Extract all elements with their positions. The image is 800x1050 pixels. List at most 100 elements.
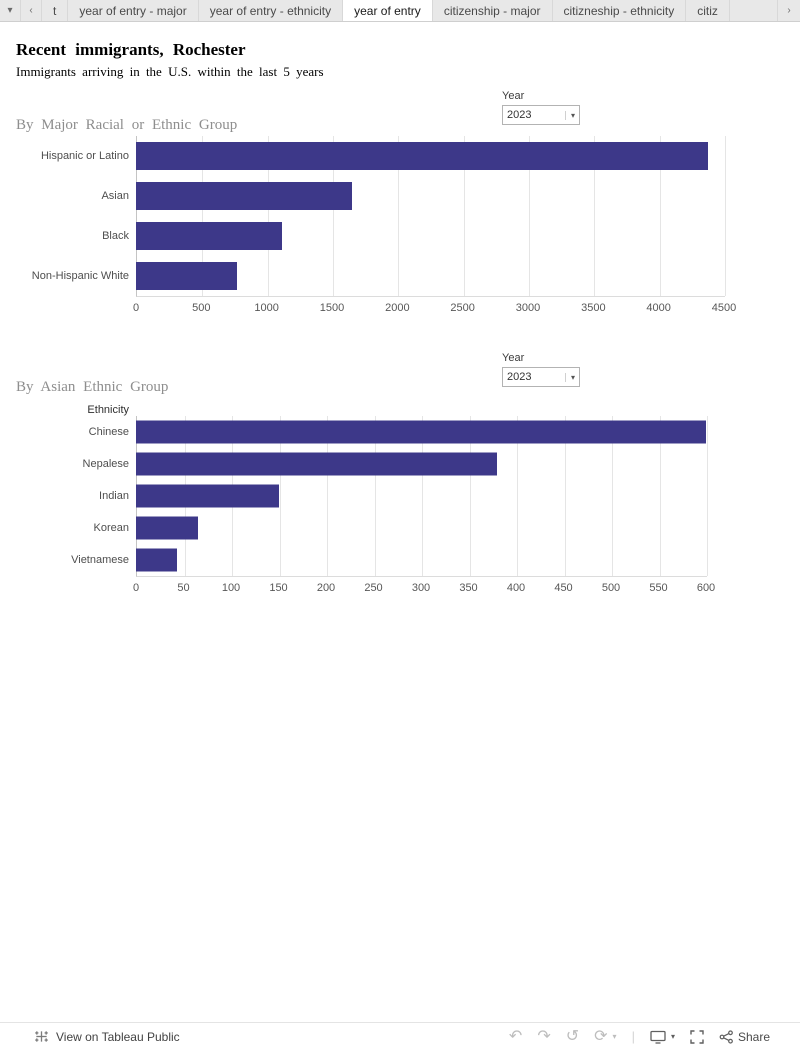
tabs-scroll-left-button[interactable]: ‹ (21, 0, 42, 21)
refresh-icon[interactable]: ⟳ (594, 1027, 608, 1045)
axis-tick-label: 4500 (711, 302, 737, 314)
bar-row: Vietnamese (16, 544, 784, 576)
axis-tick-label: 2000 (385, 302, 410, 314)
tab-citiz[interactable]: citiz (686, 0, 730, 21)
bar-row: Hispanic or Latino (16, 136, 784, 176)
axis-tick-label: 350 (459, 582, 478, 594)
bar-track (136, 416, 706, 448)
bar-vietnamese[interactable] (136, 548, 177, 572)
axis-tick-label: 300 (411, 582, 431, 594)
tab-year-of-entry[interactable]: year of entry (343, 0, 433, 21)
ethnicity-column-header: Ethnicity (87, 404, 129, 416)
toolbar-actions: ↶ ↷ ↺ ⟳ ▾ | ▾ (508, 1027, 770, 1045)
axis-tick-label: 0 (132, 302, 140, 314)
tab-citizenship-major[interactable]: citizenship - major (432, 0, 553, 21)
gridline (659, 136, 661, 296)
gridline (279, 416, 281, 576)
gridlines (136, 136, 726, 297)
bar-row: Non-Hispanic White (16, 256, 784, 296)
tableau-logo-icon (35, 1031, 48, 1042)
sheet-menu-button[interactable]: ▾ (0, 0, 21, 21)
download-icon[interactable] (650, 1030, 666, 1044)
bar-row: Nepalese (16, 448, 784, 480)
bar-asian[interactable] (136, 182, 352, 210)
category-label-nepalese: Nepalese (82, 458, 129, 470)
gridline (327, 416, 328, 576)
undo-icon[interactable]: ↶ (508, 1027, 523, 1045)
share-label: Share (737, 1029, 770, 1044)
filter-value: 2023 (507, 109, 532, 121)
fullscreen-icon[interactable] (690, 1029, 704, 1044)
axis-tick-label: 600 (696, 582, 716, 594)
chevron-right-icon: › (787, 5, 791, 16)
axis-tick-label: 500 (192, 302, 211, 314)
filter-label: Year (502, 352, 525, 364)
axis-tick-label: 550 (649, 582, 668, 594)
chart-title: By Asian Ethnic Group (16, 379, 169, 395)
sheet-tab-bar: ▾ ‹ t year of entry - major year of entry … (0, 0, 800, 22)
view-on-tableau-public-link[interactable]: View on Tableau Public (34, 1029, 180, 1044)
tab-citizneship-ethnicity[interactable]: citizneship - ethnicity (552, 0, 687, 21)
bar-row: Chinese (16, 416, 784, 448)
tab-t[interactable]: t (42, 0, 69, 21)
axis-tick-label: 150 (269, 582, 288, 594)
gridline (422, 416, 423, 576)
category-label-indian: Indian (99, 490, 129, 502)
dashboard-title: Recent immigrants, Rochester (16, 40, 246, 59)
bar-nepalese[interactable] (136, 452, 497, 476)
gridline (517, 416, 518, 576)
year-filter: Year 2023 ▾ (502, 352, 580, 387)
caret-down-icon: ▾ (7, 5, 13, 16)
bar-track (136, 544, 706, 576)
bar-row: Asian (16, 176, 784, 216)
gridline (725, 136, 726, 296)
gridline (659, 416, 661, 576)
bar-chinese[interactable] (136, 420, 706, 444)
bar-track (136, 480, 706, 512)
tab-year-of-entry-ethnicity[interactable]: year of entry - ethnicity (198, 0, 344, 21)
axis-tick-label: 50 (177, 582, 190, 594)
bar-hispanic-or-latino[interactable] (136, 142, 709, 170)
pause-menu-caret-icon[interactable]: ▾ (612, 1032, 617, 1041)
gridline (707, 416, 708, 576)
gridline (398, 136, 400, 296)
filter-label: Year (502, 90, 525, 102)
bar-non-hispanic-white[interactable] (136, 262, 237, 290)
caret-down-icon: ▾ (564, 372, 575, 382)
bar-chart-major-group: Hispanic or Latino Asian Black Non-Hispanic… (16, 136, 784, 318)
year-filter-select[interactable]: 2023 ▾ (502, 105, 580, 125)
download-menu-caret-icon[interactable]: ▾ (670, 1032, 675, 1041)
bar-row: Korean (16, 512, 784, 544)
chart-header: By Major Racial or Ethnic Group Year 202… (16, 90, 784, 136)
caret-down-icon: ▾ (564, 110, 575, 120)
share-button[interactable]: Share (719, 1029, 770, 1044)
bar-row: Indian (16, 480, 784, 512)
bar-indian[interactable] (136, 484, 279, 508)
tab-year-of-entry-major[interactable]: year of entry - major (68, 0, 199, 21)
axis-tick-label: 200 (316, 582, 336, 594)
gridline (564, 416, 566, 576)
axis-tick-label: 450 (554, 582, 573, 594)
year-filter: Year 2023 ▾ (502, 90, 580, 125)
share-icon (719, 1029, 733, 1044)
sheet-tabs: t year of entry - major year of entry - et… (42, 0, 778, 21)
axis-tick-label: 100 (221, 582, 241, 594)
gridline (594, 136, 596, 296)
bar-track (136, 256, 724, 296)
x-axis: 0 50 100 150 200 250 300 350 400 450 500 550 600 (133, 576, 715, 598)
redo-icon[interactable]: ↷ (537, 1027, 551, 1045)
gridline (529, 136, 530, 296)
tabs-scroll-right-button[interactable]: › (777, 0, 800, 21)
year-filter-select[interactable]: 2023 ▾ (502, 367, 580, 387)
display-icon (650, 1030, 666, 1044)
axis-tick-label: 1500 (319, 302, 345, 314)
bar-black[interactable] (136, 222, 283, 250)
bar-korean[interactable] (136, 516, 198, 540)
chart-header: By Asian Ethnic Group Year 2023 ▾ (16, 352, 784, 398)
gridline (469, 416, 471, 576)
brand-label: View on Tableau Public (56, 1029, 180, 1044)
replay-icon[interactable]: ↺ (565, 1027, 580, 1045)
axis-tick-label: 400 (506, 582, 526, 594)
gridline (333, 136, 334, 296)
